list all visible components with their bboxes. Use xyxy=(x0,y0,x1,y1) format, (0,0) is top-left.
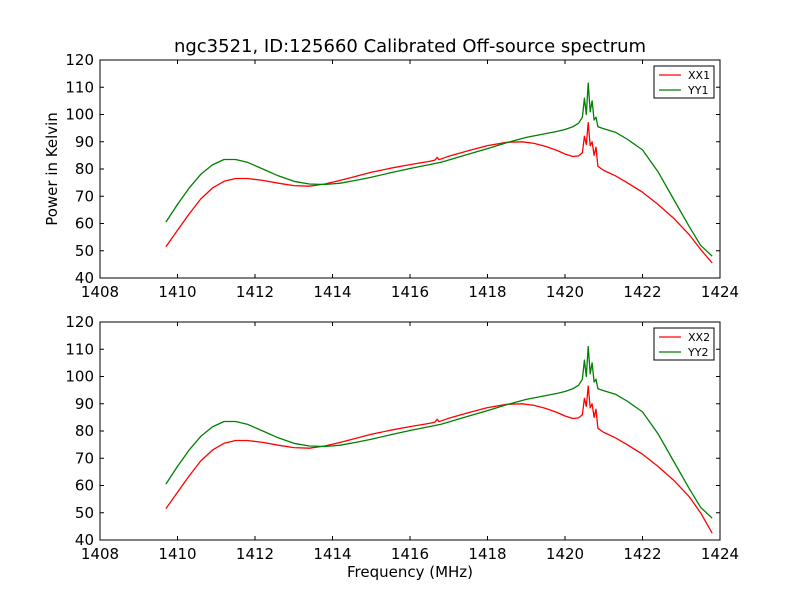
x-tick-label: 1420 xyxy=(546,283,584,301)
y-tick-label: 40 xyxy=(75,531,94,549)
y-tick-label: 100 xyxy=(65,368,94,386)
x-tick-label: 1410 xyxy=(158,283,196,301)
x-tick-label: 1408 xyxy=(81,545,119,563)
y-tick-label: 100 xyxy=(65,106,94,124)
legend-label-xx2: XX2 xyxy=(688,331,710,344)
bottom-plot-panel: 1408 1410 1412 1414 1416 1418 1420 1422 1424 40 50… xyxy=(65,313,739,563)
series-line-xx1 xyxy=(165,122,713,264)
y-tick-label: 120 xyxy=(65,313,94,331)
y-tick-label: 70 xyxy=(75,187,94,205)
y-axis-label: Power in Kelvin xyxy=(43,112,61,226)
x-tick-label: 1424 xyxy=(701,283,739,301)
legend-label-yy1: YY1 xyxy=(687,84,708,97)
x-tick-label: 1412 xyxy=(236,283,274,301)
x-tick-label: 1408 xyxy=(81,283,119,301)
x-tick-label: 1424 xyxy=(701,545,739,563)
x-tick-label: 1422 xyxy=(623,283,661,301)
legend-box xyxy=(653,327,715,361)
series-line-yy1 xyxy=(165,82,713,257)
y-tick-label: 50 xyxy=(75,242,94,260)
x-tick-label: 1410 xyxy=(158,545,196,563)
y-tick-label: 90 xyxy=(75,133,94,151)
y-tick-label: 120 xyxy=(65,51,94,69)
x-tick-label: 1422 xyxy=(623,545,661,563)
y-tick-label: 50 xyxy=(75,504,94,522)
chart-title: ngc3521, ID:125660 Calibrated Off-source… xyxy=(174,36,646,57)
x-tick-label: 1412 xyxy=(236,545,274,563)
top-plot-panel: 1408 1410 1412 1414 1416 1418 1420 1422 1424 40 50… xyxy=(65,51,739,301)
y-tick-label: 60 xyxy=(75,215,94,233)
y-tick-label: 60 xyxy=(75,477,94,495)
series-line-yy2 xyxy=(165,345,713,519)
x-axis-label: Frequency (MHz) xyxy=(347,563,473,581)
y-tick-label: 70 xyxy=(75,449,94,467)
y-tick-label: 80 xyxy=(75,160,94,178)
y-tick-label: 110 xyxy=(65,78,94,96)
x-tick-label: 1416 xyxy=(391,545,429,563)
series-line-xx2 xyxy=(165,385,713,534)
x-tick-label: 1418 xyxy=(468,545,506,563)
y-tick-label: 110 xyxy=(65,340,94,358)
legend-label-yy2: YY2 xyxy=(687,346,708,359)
y-tick-label: 80 xyxy=(75,422,94,440)
legend-box xyxy=(653,65,715,99)
x-tick-label: 1416 xyxy=(391,283,429,301)
x-tick-label: 1414 xyxy=(313,545,351,563)
legend-label-xx1: XX1 xyxy=(688,69,710,82)
x-tick-label: 1418 xyxy=(468,283,506,301)
y-tick-label: 90 xyxy=(75,395,94,413)
x-tick-label: 1420 xyxy=(546,545,584,563)
x-tick-label: 1414 xyxy=(313,283,351,301)
y-tick-label: 40 xyxy=(75,269,94,287)
